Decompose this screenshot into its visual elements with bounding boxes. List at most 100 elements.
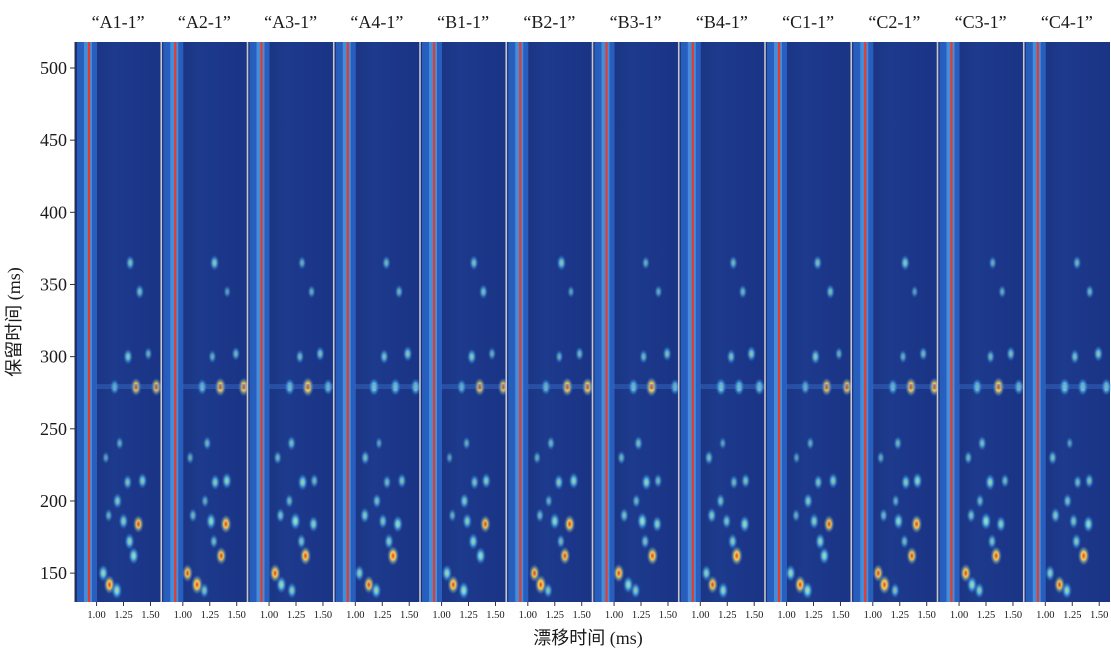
signal-peak: [823, 514, 835, 534]
signal-peak: [633, 435, 643, 451]
signal-peak: [410, 378, 421, 396]
signal-peak: [654, 284, 663, 299]
signal-peak: [980, 512, 992, 531]
signal-peak: [295, 349, 305, 364]
signal-peak: [727, 533, 738, 550]
signal-peak: [1071, 533, 1082, 550]
x-tick-label: 1.00: [1036, 610, 1054, 621]
signal-peak: [214, 377, 227, 397]
x-tick-label: 1.50: [745, 610, 763, 621]
signal-peak: [301, 376, 314, 397]
signal-peak: [988, 255, 997, 270]
signal-peak: [1006, 346, 1016, 362]
signal-peak: [630, 582, 641, 599]
signal-peak: [384, 533, 394, 550]
signal-peak: [646, 546, 659, 566]
signal-peak: [112, 492, 123, 510]
retention-streak: [182, 384, 248, 390]
signal-peak: [900, 474, 911, 491]
signal-peak: [118, 512, 129, 530]
sample-title: “A4-1”: [350, 12, 403, 32]
signal-peak: [210, 474, 221, 491]
signal-peak: [1048, 450, 1058, 466]
signal-peak: [1083, 515, 1094, 533]
signal-peak: [296, 533, 307, 550]
retention-streak: [269, 384, 334, 390]
signal-peak: [912, 472, 923, 490]
signal-peak: [297, 255, 307, 270]
signal-peak: [721, 513, 732, 530]
signal-peak: [1077, 545, 1090, 566]
signal-peak: [197, 378, 208, 396]
x-tick-label: 1.25: [718, 610, 736, 621]
x-tick-label: 1.00: [87, 610, 105, 621]
signal-peak: [893, 512, 904, 530]
signal-peak: [128, 546, 139, 565]
signal-peak: [448, 508, 457, 523]
signal-peak: [109, 379, 120, 395]
signal-peak: [641, 255, 650, 270]
signal-peak: [533, 450, 542, 465]
signal-peak: [397, 472, 407, 489]
signal-peak: [543, 582, 553, 599]
x-tick-label: 1.25: [287, 610, 305, 621]
signal-peak: [715, 377, 727, 397]
signal-peak: [445, 451, 454, 465]
signal-peak: [887, 378, 898, 396]
signal-peak: [375, 436, 383, 450]
signal-peak: [631, 493, 641, 509]
signal-peak: [188, 508, 198, 523]
x-tick-label: 1.00: [174, 610, 192, 621]
signal-peak: [468, 532, 479, 550]
signal-peak: [456, 379, 467, 395]
signal-peak: [135, 284, 145, 300]
signal-peak: [549, 512, 560, 530]
retention-streak: [1045, 384, 1110, 390]
signal-peak: [556, 533, 566, 549]
sample-strip: [332, 42, 421, 602]
signal-peak: [715, 493, 726, 509]
signal-peak: [718, 436, 727, 450]
signal-peak: [730, 545, 743, 566]
signal-peak: [834, 346, 844, 361]
signal-peak: [746, 345, 757, 362]
signal-peak: [150, 377, 162, 397]
retention-streak: [441, 384, 507, 390]
retention-streak: [527, 384, 593, 390]
signal-peak: [381, 255, 391, 271]
signal-peak: [125, 255, 135, 271]
sample-title: “C2-1”: [868, 12, 920, 32]
sample-strip: [936, 42, 1024, 602]
signal-peak: [1070, 348, 1080, 365]
signal-peak: [359, 507, 370, 524]
signal-peak: [1085, 284, 1095, 299]
signal-peak: [812, 255, 823, 271]
signal-peak: [729, 474, 739, 490]
signal-peak: [394, 284, 404, 299]
y-tick-label: 400: [40, 202, 67, 222]
signal-peak: [800, 379, 811, 395]
sample-strip: [75, 42, 162, 602]
x-tick-label: 1.50: [228, 610, 246, 621]
signal-peak: [559, 546, 571, 566]
signal-peak: [104, 508, 113, 523]
sample-title: “B4-1”: [696, 12, 748, 32]
y-tick-label: 450: [40, 130, 67, 150]
signal-peak: [556, 254, 567, 271]
signal-peak: [487, 346, 497, 361]
x-axis-title: 漂移时间 (ms): [533, 628, 643, 649]
signal-peak: [124, 532, 135, 550]
x-tick-label: 1.50: [400, 610, 418, 621]
signal-peak: [975, 493, 985, 509]
signal-peak: [315, 346, 325, 362]
signal-peak: [132, 514, 144, 534]
signal-peak: [202, 436, 212, 451]
sample-title: “C4-1”: [1041, 12, 1093, 32]
retention-streak: [872, 384, 938, 390]
signal-peak: [555, 349, 564, 364]
signal-peak: [466, 348, 477, 365]
sample-strip: [160, 42, 250, 602]
signal-peak: [704, 450, 714, 466]
signal-peak: [803, 492, 813, 510]
signal-peak: [815, 532, 826, 550]
